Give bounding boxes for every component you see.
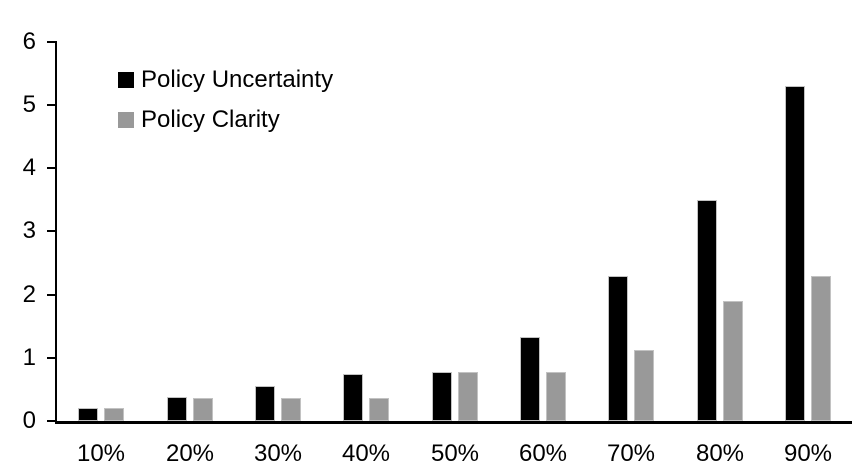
x-tick-label: 60% xyxy=(518,440,568,467)
bar-policy-uncertainty-80- xyxy=(697,200,717,421)
y-tick-label: 4 xyxy=(22,154,36,182)
y-tick-label: 2 xyxy=(22,280,36,308)
x-tick-label: 30% xyxy=(253,440,303,467)
y-axis xyxy=(55,41,57,424)
bar-policy-clarity-40- xyxy=(369,398,389,421)
y-tick-mark xyxy=(47,420,55,422)
y-tick-label: 1 xyxy=(22,343,36,371)
x-tick-label: 10% xyxy=(76,440,126,467)
bar-policy-uncertainty-10- xyxy=(78,408,98,421)
bar-policy-clarity-50- xyxy=(458,372,478,421)
bar-policy-clarity-80- xyxy=(723,301,743,421)
legend-item-policy-uncertainty: Policy Uncertainty xyxy=(118,60,333,100)
y-tick-mark xyxy=(47,293,55,296)
bar-policy-uncertainty-20- xyxy=(167,397,187,421)
y-tick-mark xyxy=(47,40,55,43)
bar-policy-clarity-30- xyxy=(281,398,301,421)
legend-item-policy-clarity: Policy Clarity xyxy=(118,100,333,140)
x-tick-label: 40% xyxy=(341,440,391,467)
x-axis xyxy=(55,421,852,424)
x-tick-label: 20% xyxy=(165,440,215,467)
x-tick-label: 70% xyxy=(606,440,656,467)
y-tick-label: 5 xyxy=(22,91,36,118)
legend-label-policy-clarity: Policy Clarity xyxy=(141,106,280,133)
y-tick-label: 6 xyxy=(22,27,36,55)
bar-policy-clarity-60- xyxy=(546,372,566,421)
bar-policy-clarity-20- xyxy=(193,398,213,421)
x-tick-label: 50% xyxy=(430,440,480,467)
bar-policy-clarity-10- xyxy=(104,408,124,421)
bar-policy-uncertainty-40- xyxy=(343,374,363,421)
legend-swatch-gray-icon xyxy=(118,112,134,128)
bar-policy-uncertainty-90- xyxy=(785,86,805,421)
bar-policy-uncertainty-50- xyxy=(432,372,452,421)
y-tick-label: 3 xyxy=(22,217,36,245)
bar-policy-uncertainty-30- xyxy=(255,386,275,421)
y-tick-mark xyxy=(47,356,55,359)
bar-policy-uncertainty-60- xyxy=(520,337,540,421)
legend-swatch-black-icon xyxy=(118,72,134,88)
bar-policy-uncertainty-70- xyxy=(608,276,628,421)
legend-label-policy-uncertainty: Policy Uncertainty xyxy=(141,66,334,93)
x-tick-label: 80% xyxy=(695,440,745,467)
bar-policy-clarity-90- xyxy=(811,276,831,421)
bar-policy-clarity-70- xyxy=(634,350,654,421)
y-tick-mark xyxy=(47,167,55,170)
y-tick-mark xyxy=(47,104,55,106)
y-tick-mark xyxy=(47,230,55,233)
y-tick-label: 0 xyxy=(22,407,36,434)
x-tick-label: 90% xyxy=(783,440,833,467)
legend: Policy Uncertainty Policy Clarity xyxy=(118,60,333,140)
